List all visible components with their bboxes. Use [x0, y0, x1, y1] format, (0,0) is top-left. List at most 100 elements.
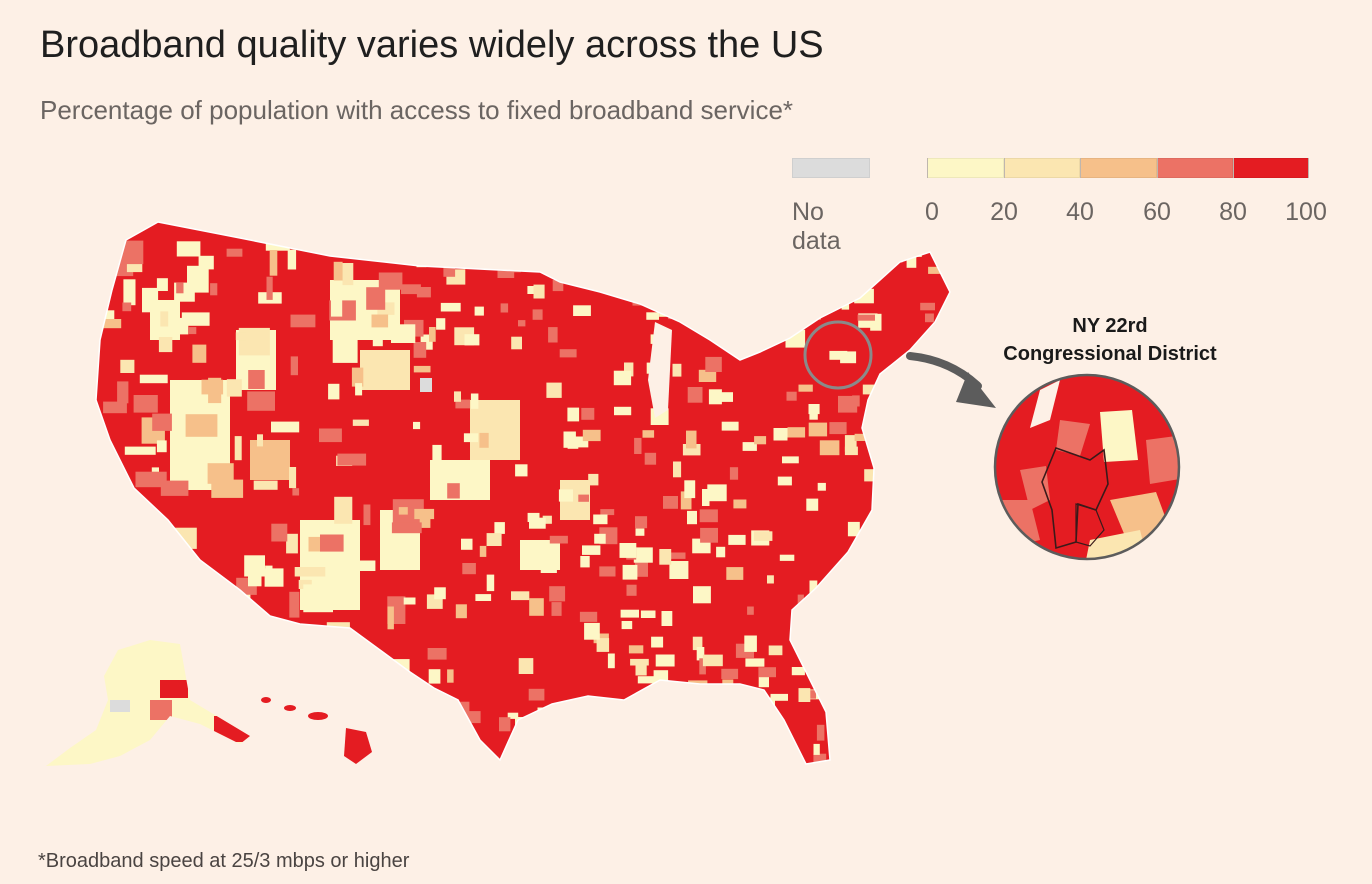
legend-tick-mark	[1157, 158, 1158, 178]
county-patch	[628, 645, 644, 654]
county-patch	[160, 311, 169, 327]
alaska-anchorage-area	[160, 680, 188, 698]
county-patch	[909, 693, 919, 706]
inset-title-line1: NY 22rd	[1072, 315, 1148, 337]
county-patch	[690, 300, 708, 318]
county-patch	[511, 336, 522, 350]
county-patch	[229, 632, 260, 655]
county-patch	[321, 746, 329, 755]
county-patch	[190, 271, 204, 289]
county-patch	[696, 647, 705, 661]
county-patch	[773, 428, 788, 441]
county-patch	[563, 431, 576, 448]
county-patch	[860, 606, 878, 625]
county-patch	[770, 693, 788, 701]
county-patch	[580, 556, 590, 568]
county-patch	[702, 489, 710, 506]
county-patch	[463, 433, 479, 443]
county-patch	[728, 534, 746, 545]
county-patch	[855, 266, 871, 280]
county-patch	[278, 734, 296, 750]
county-patch	[378, 272, 403, 290]
county-patch	[829, 632, 845, 642]
county-patch	[454, 391, 461, 402]
us-outline	[95, 221, 951, 765]
hawaii-big-island	[344, 728, 372, 764]
county-patch	[138, 603, 153, 623]
legend-tick-label: 100	[1285, 198, 1327, 226]
county-patch	[403, 597, 416, 605]
county-patch	[328, 383, 340, 400]
county-patch	[579, 611, 598, 622]
county-patch	[721, 668, 739, 680]
county-patch	[574, 720, 594, 730]
county-patch	[717, 705, 731, 719]
county-patch	[844, 435, 857, 452]
county-patch	[707, 484, 727, 502]
county-patch	[477, 751, 490, 764]
legend-bin-80-100	[1233, 158, 1309, 178]
county-patch	[699, 658, 706, 675]
county-patch	[635, 661, 647, 676]
county-patch	[290, 314, 316, 328]
county-patch	[702, 654, 723, 667]
county-patch	[699, 509, 718, 523]
county-patch	[321, 645, 337, 662]
county-patch	[289, 628, 297, 655]
county-patch	[630, 658, 649, 666]
county-patch	[614, 406, 632, 416]
county-patch	[432, 444, 442, 461]
county-patch	[352, 419, 369, 426]
county-patch	[808, 422, 828, 437]
county-patch	[573, 305, 591, 316]
county-patch	[188, 327, 197, 335]
county-patch	[546, 382, 562, 398]
county-patch	[391, 522, 422, 534]
county-patch	[455, 604, 467, 619]
county-patch	[271, 523, 288, 542]
county-patch	[619, 543, 637, 558]
county-patch	[291, 671, 323, 684]
county-patch	[816, 724, 825, 741]
county-patch	[668, 301, 680, 320]
county-patch	[927, 421, 947, 437]
legend-tick-mark	[1308, 158, 1309, 178]
county-patch	[809, 580, 818, 594]
county-patch	[837, 232, 856, 245]
county-patch	[731, 267, 744, 283]
county-patch	[749, 726, 764, 741]
county-patch	[447, 483, 460, 499]
county-patch	[251, 685, 280, 709]
county-patch	[792, 248, 807, 262]
county-patch	[491, 222, 499, 228]
county-patch	[581, 407, 595, 420]
county-patch	[819, 440, 840, 456]
county-patch	[474, 306, 484, 316]
footnote: *Broadband speed at 25/3 mbps or higher	[38, 850, 410, 872]
county-patch	[584, 622, 600, 640]
county-patch	[900, 535, 919, 553]
county-patch	[920, 302, 935, 311]
county-patch	[370, 686, 399, 708]
county-patch	[401, 284, 421, 295]
county-patch	[673, 461, 682, 478]
county-patch	[786, 391, 797, 401]
county-patch	[332, 672, 364, 687]
county-patch	[588, 473, 599, 486]
legend-bin-40-60	[1080, 158, 1157, 178]
county-patch	[549, 586, 566, 602]
county-patch	[620, 609, 639, 618]
county-patch	[343, 689, 365, 717]
county-patch	[135, 471, 167, 488]
county-patch	[358, 560, 376, 571]
legend-bin-0-20	[927, 158, 1004, 178]
county-patch	[621, 621, 633, 630]
county-patch	[870, 313, 882, 331]
legend-no-data-label: No data	[792, 198, 841, 255]
county-patch	[267, 224, 275, 241]
county-patch	[552, 280, 564, 292]
callout-arrowhead	[956, 372, 996, 408]
county-patch	[906, 250, 917, 268]
county-patch	[226, 248, 243, 257]
county-patch	[429, 327, 436, 342]
